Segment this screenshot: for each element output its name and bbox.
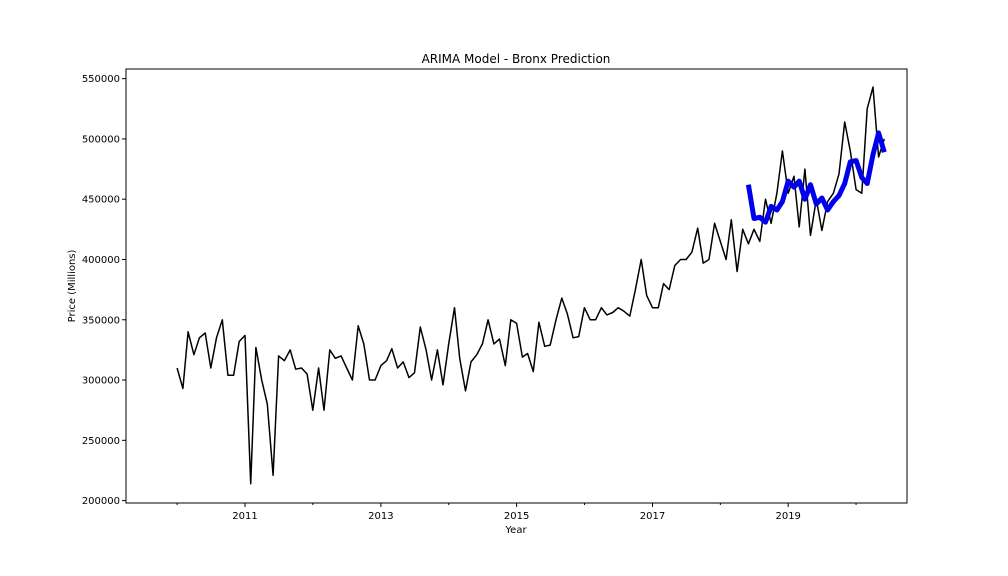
y-tick-label: 400000 bbox=[82, 255, 120, 266]
series-line-1 bbox=[176, 86, 886, 485]
y-tick-label: 450000 bbox=[82, 195, 120, 206]
x-tick-label: 2017 bbox=[640, 511, 665, 522]
x-axis: 2011 2013 2015 2017 2019 bbox=[176, 503, 857, 522]
x-tick-label: 2015 bbox=[504, 511, 529, 522]
x-tick-label: 2013 bbox=[368, 511, 393, 522]
y-axis-label: Price (Millions) bbox=[67, 250, 78, 323]
y-tick-label: 250000 bbox=[82, 436, 120, 447]
x-axis-label: Year bbox=[504, 525, 527, 536]
y-tick-label: 350000 bbox=[82, 315, 120, 326]
y-tick-label: 500000 bbox=[82, 134, 120, 145]
series-line-2 bbox=[745, 130, 887, 225]
y-tick-label: 200000 bbox=[82, 496, 120, 507]
chart-title: ARIMA Model - Bronx Prediction bbox=[422, 52, 611, 66]
x-tick-label: 2011 bbox=[232, 511, 257, 522]
y-tick-label: 550000 bbox=[82, 74, 120, 85]
y-tick-label: 300000 bbox=[82, 376, 120, 387]
series-layer bbox=[176, 86, 887, 485]
y-axis: 200000 250000 300000 350000 400000 450000 5000… bbox=[82, 74, 126, 507]
x-tick-label: 2019 bbox=[775, 511, 800, 522]
plot-frame bbox=[125, 68, 908, 504]
